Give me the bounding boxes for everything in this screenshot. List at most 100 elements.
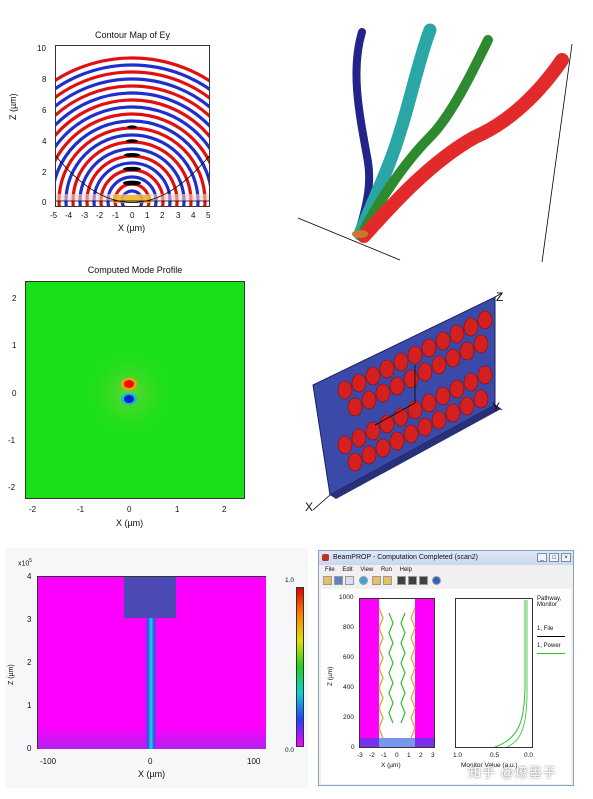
menu-view[interactable]: View: [360, 567, 374, 573]
bpm-xtick: 100: [247, 757, 261, 766]
film-play-icon[interactable]: [408, 576, 417, 585]
window-field-plot: [359, 598, 435, 748]
contour-ytick: 10: [37, 44, 46, 53]
legend-power-swatch: [537, 653, 565, 654]
window-field-image: [359, 598, 435, 748]
help-icon[interactable]: [432, 576, 441, 585]
menu-file[interactable]: File: [325, 567, 335, 573]
monitor-xtick: 0.5: [490, 752, 500, 759]
contour-ylabel: Z (µm): [8, 93, 18, 120]
array-3d-render: [305, 285, 515, 520]
bpm-colorbar: [296, 587, 304, 747]
bpm-exponent-base: x10: [18, 560, 30, 568]
contour-xlabel: X (µm): [118, 223, 146, 233]
window-xtick: 2: [419, 752, 423, 759]
array-axis-x: X: [305, 500, 314, 514]
bpm-ylabel: Z (µm): [8, 664, 15, 685]
contour-xtick: 3: [176, 211, 181, 220]
bpm-ytick: 3: [27, 615, 32, 624]
toolbar: [321, 576, 571, 587]
bpm-ytick: 4: [27, 572, 32, 581]
mode-ytick: 2: [12, 294, 17, 303]
menu-bar: File Edit View Run Help: [319, 565, 573, 575]
bpm-exponent-power: 5: [29, 558, 33, 564]
bpm-ytick: 1: [27, 701, 32, 710]
mode-xtick: -1: [77, 505, 85, 514]
menu-help[interactable]: Help: [399, 567, 412, 573]
close-button[interactable]: ×: [561, 553, 571, 562]
contour-map-image: [54, 45, 211, 207]
bpm-xlabel: X (µm): [138, 769, 166, 779]
contour-xtick: 5: [206, 211, 211, 220]
window-xtick: 1: [407, 752, 411, 759]
bpm-ytick: 2: [27, 658, 32, 667]
window-ytick: 1000: [339, 594, 354, 601]
film-icon[interactable]: [397, 576, 406, 585]
mode-xtick: -2: [29, 505, 37, 514]
contour-xtick: 0: [130, 211, 135, 220]
monitor-xtick: 0.0: [524, 752, 534, 759]
menu-run[interactable]: Run: [380, 567, 392, 573]
contour-xtick: -3: [81, 211, 89, 220]
mode-ytick: -2: [8, 483, 16, 492]
refresh-icon[interactable]: [359, 576, 368, 585]
legend-title: Pathway, Monitor: [537, 596, 562, 608]
mode-ytick: 0: [12, 389, 17, 398]
window-ylabel: Z (µm): [327, 666, 334, 686]
mode-xtick: 0: [127, 505, 132, 514]
bpm-xtick: 0: [148, 757, 153, 766]
contour-xtick: 2: [160, 211, 165, 220]
bpm-field-image: [37, 576, 266, 749]
legend-file-label: 1, File: [537, 626, 554, 632]
contour-ytick: 4: [42, 137, 47, 146]
bpm-xtick: -100: [40, 757, 57, 766]
contour-xtick: 4: [191, 211, 196, 220]
colorbar-tick: 1.0: [285, 577, 295, 584]
save-icon[interactable]: [334, 576, 343, 585]
mode-ytick: -1: [8, 436, 16, 445]
array-axis-z: Z: [496, 290, 504, 304]
minimize-button[interactable]: _: [537, 553, 547, 562]
window-xtick: 3: [431, 752, 435, 759]
mode-ytick: 1: [12, 341, 17, 350]
window-xtick: 0: [395, 752, 399, 759]
window-title: BeamPROP - Computation Completed (scan2): [333, 554, 478, 561]
monitor-xtick: 1.0: [453, 752, 463, 759]
colorbar-tick: 0.0: [285, 747, 295, 754]
mode-xtick: 2: [222, 505, 227, 514]
folder-open-icon[interactable]: [383, 576, 392, 585]
menu-edit[interactable]: Edit: [342, 567, 353, 573]
contour-xtick: -2: [96, 211, 104, 220]
waveguide-3d-render: [290, 22, 580, 263]
watermark: 知乎 @燎墨子: [468, 765, 557, 780]
mode-plot: [25, 281, 245, 499]
legend-power-label: 1, Power: [537, 643, 561, 649]
folder-icon[interactable]: [372, 576, 381, 585]
window-ytick: 600: [343, 654, 354, 661]
open-icon[interactable]: [323, 576, 332, 585]
window-titlebar[interactable]: BeamPROP - Computation Completed (scan2)…: [319, 551, 573, 565]
window-ytick: 800: [343, 624, 354, 631]
mode-profile-image: [25, 281, 245, 499]
contour-ytick: 2: [42, 168, 47, 177]
array-axis-y: Y: [492, 400, 501, 414]
app-icon: [322, 554, 329, 561]
array-3d-image: [312, 292, 503, 511]
window-ytick: 200: [343, 714, 354, 721]
bpm-exponent: x105: [18, 558, 32, 567]
window-xtick: -1: [381, 752, 387, 759]
beamprop-window[interactable]: BeamPROP - Computation Completed (scan2)…: [318, 550, 574, 786]
contour-xtick: -4: [65, 211, 73, 220]
window-xtick: -3: [357, 752, 363, 759]
contour-xtick: -1: [112, 211, 120, 220]
window-ytick: 400: [343, 684, 354, 691]
maximize-button[interactable]: □: [549, 553, 559, 562]
mode-title: Computed Mode Profile: [87, 265, 183, 275]
window-ytick: 0: [351, 744, 355, 751]
waveguide-3d-image: [297, 23, 573, 263]
bpm-plot: [37, 576, 266, 749]
contour-ytick: 6: [42, 106, 47, 115]
copy-icon[interactable]: [345, 576, 354, 585]
film-stop-icon[interactable]: [419, 576, 428, 585]
monitor-plot: [455, 598, 533, 748]
